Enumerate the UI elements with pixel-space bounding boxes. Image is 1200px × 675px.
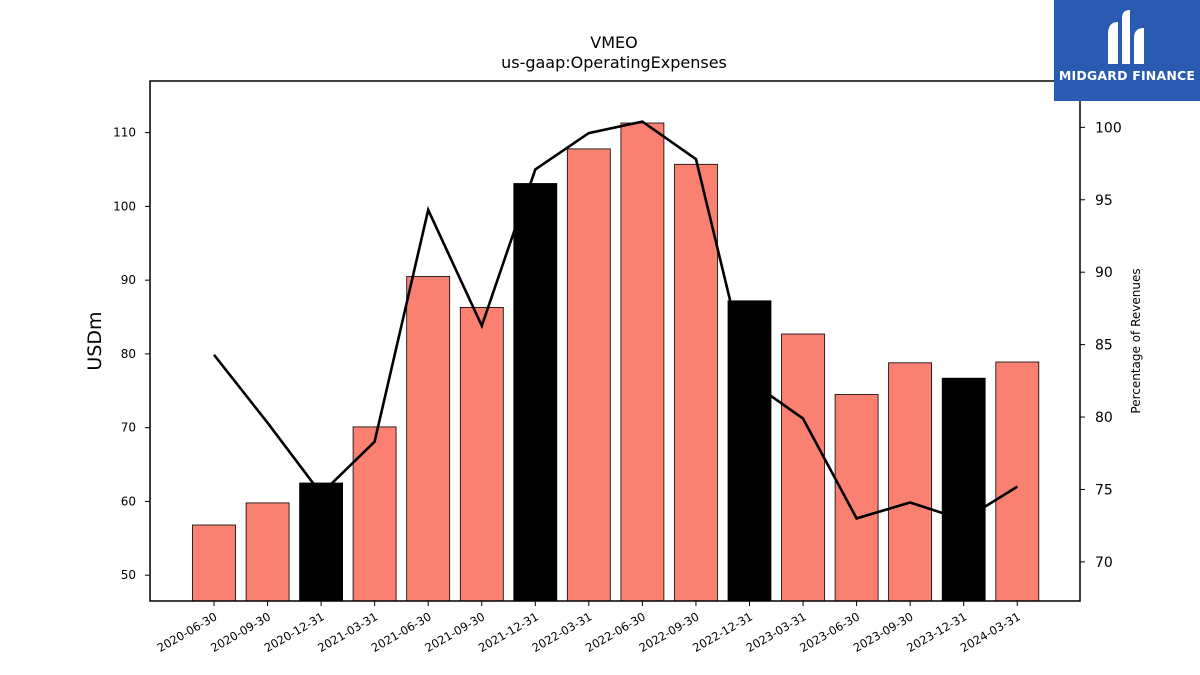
x-tick-label: 2023-09-30 (851, 609, 916, 655)
x-tick-label: 2020-06-30 (155, 609, 220, 655)
y-right-tick-label: 100 (1095, 120, 1122, 136)
y-right-tick-label: 95 (1095, 193, 1113, 209)
bar (941, 377, 986, 602)
line-group (212, 120, 1018, 522)
chart-subtitle: us-gaap:OperatingExpenses (501, 53, 727, 72)
logo-text: MIDGARD FINANCE (1058, 68, 1196, 83)
y-tick-label: 110 (113, 126, 136, 140)
y-axis-right-label: Percentage of Revenues (1129, 268, 1143, 413)
x-tick-label: 2023-06-30 (797, 609, 862, 655)
x-tick-label: 2021-09-30 (422, 609, 487, 655)
y-axis-label: USDm (84, 311, 106, 370)
y-tick-label: 60 (121, 494, 136, 508)
x-tick-label: 2024-03-31 (958, 609, 1023, 655)
plot-frame (149, 80, 1081, 602)
x-tick-label: 2021-06-30 (369, 609, 434, 655)
bar (727, 300, 772, 602)
x-tick-label: 2022-06-30 (583, 609, 648, 655)
bar (566, 148, 611, 602)
y-tick-label: 80 (121, 347, 136, 361)
y-tick-label: 100 (113, 199, 136, 213)
y-right-tick-label: 90 (1095, 265, 1113, 281)
bar (245, 502, 290, 602)
series-line (212, 120, 1018, 522)
y-tick-label: 70 (121, 421, 136, 435)
x-tick-label: 2023-12-31 (904, 609, 969, 655)
x-tick-label: 2022-03-31 (529, 609, 594, 655)
bar (620, 122, 665, 602)
x-tick-label: 2021-03-31 (315, 609, 380, 655)
bar (781, 333, 825, 602)
bar (888, 362, 932, 602)
logo-mark-icon (1108, 10, 1144, 64)
x-tick-label: 2020-12-31 (262, 609, 327, 655)
bar (834, 394, 879, 602)
bar (192, 524, 236, 602)
y-right-tick-label: 75 (1095, 482, 1113, 498)
x-tick-label: 2020-09-30 (208, 609, 273, 655)
chart-title: VMEO (590, 33, 637, 52)
bar (406, 276, 451, 602)
y-tick-label: 90 (121, 273, 136, 287)
x-tick-label: 2022-09-30 (637, 609, 702, 655)
bar (995, 361, 1040, 602)
bars-group (192, 122, 1040, 602)
bar (674, 163, 718, 602)
y-right-tick-label: 80 (1095, 410, 1113, 426)
y-right-tick-label: 85 (1095, 338, 1113, 354)
brand-logo: MIDGARD FINANCE (1054, 0, 1200, 101)
bar (299, 482, 344, 602)
bar (513, 183, 558, 602)
bar (459, 306, 504, 602)
x-tick-label: 2021-12-31 (476, 609, 541, 655)
x-tick-label: 2023-03-31 (744, 609, 809, 655)
y-right-tick-label: 70 (1095, 555, 1113, 571)
y-tick-label: 50 (121, 568, 136, 582)
x-tick-label: 2022-12-31 (690, 609, 755, 655)
bar (352, 426, 397, 602)
